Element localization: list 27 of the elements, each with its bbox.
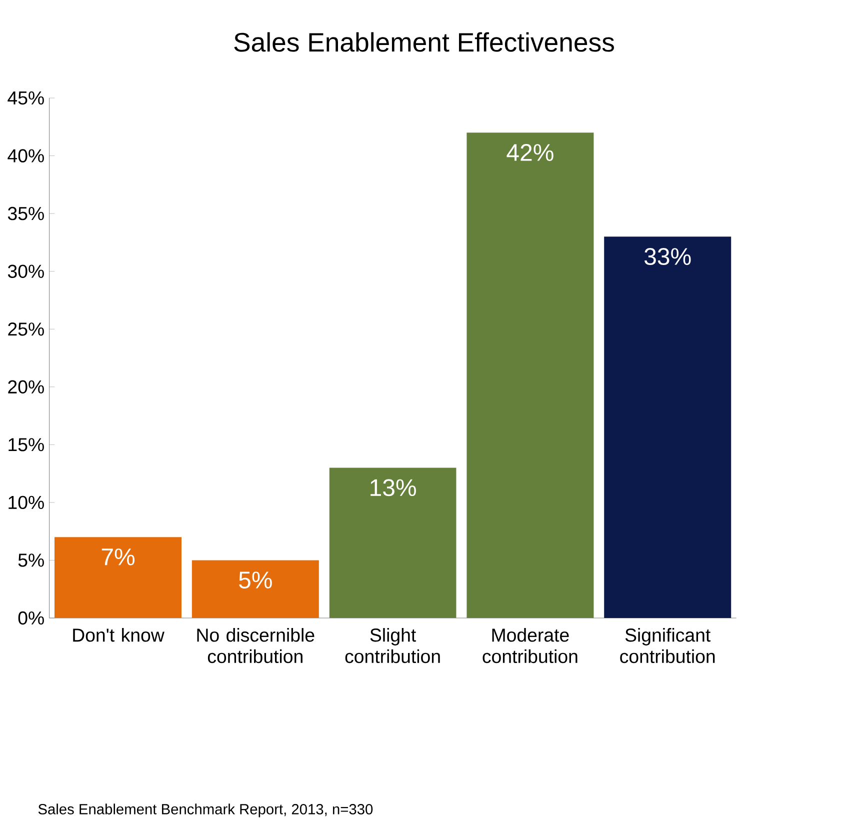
data-label: 13% — [370, 479, 416, 496]
bar — [604, 236, 732, 618]
x-tick-label: No discernible contribution — [197, 628, 314, 664]
bar — [192, 560, 319, 618]
data-label: 7% — [102, 548, 134, 566]
y-tick-label: 20% — [8, 380, 44, 394]
y-tick-label: 25% — [8, 322, 44, 336]
y-tick-label: 35% — [8, 206, 44, 220]
y-tick-label: 0% — [18, 611, 44, 625]
data-label: 5% — [239, 572, 272, 588]
x-tick-label: Slight contribution — [345, 628, 440, 664]
bar — [54, 537, 182, 618]
x-tick-label: Don't know — [73, 628, 164, 642]
y-tick-label: 10% — [8, 496, 44, 510]
bar — [329, 468, 456, 618]
y-tick-label: 5% — [18, 554, 44, 567]
text: Sales Enablement Benchmark Report, 2013, n=330 — [38, 804, 373, 818]
y-tick-label: 40% — [8, 149, 44, 162]
x-tick-label: Moderate contribution — [482, 628, 578, 664]
y-tick-label: 45% — [8, 91, 44, 105]
bar — [466, 132, 594, 618]
chart-title: Sales Enablement Effectiveness — [234, 32, 614, 52]
data-label: 33% — [644, 248, 691, 266]
y-tick-label: 15% — [8, 438, 44, 452]
y-tick-label: 30% — [8, 264, 44, 278]
data-label: 42% — [506, 144, 554, 161]
x-tick-label: Significant contribution — [620, 628, 715, 664]
